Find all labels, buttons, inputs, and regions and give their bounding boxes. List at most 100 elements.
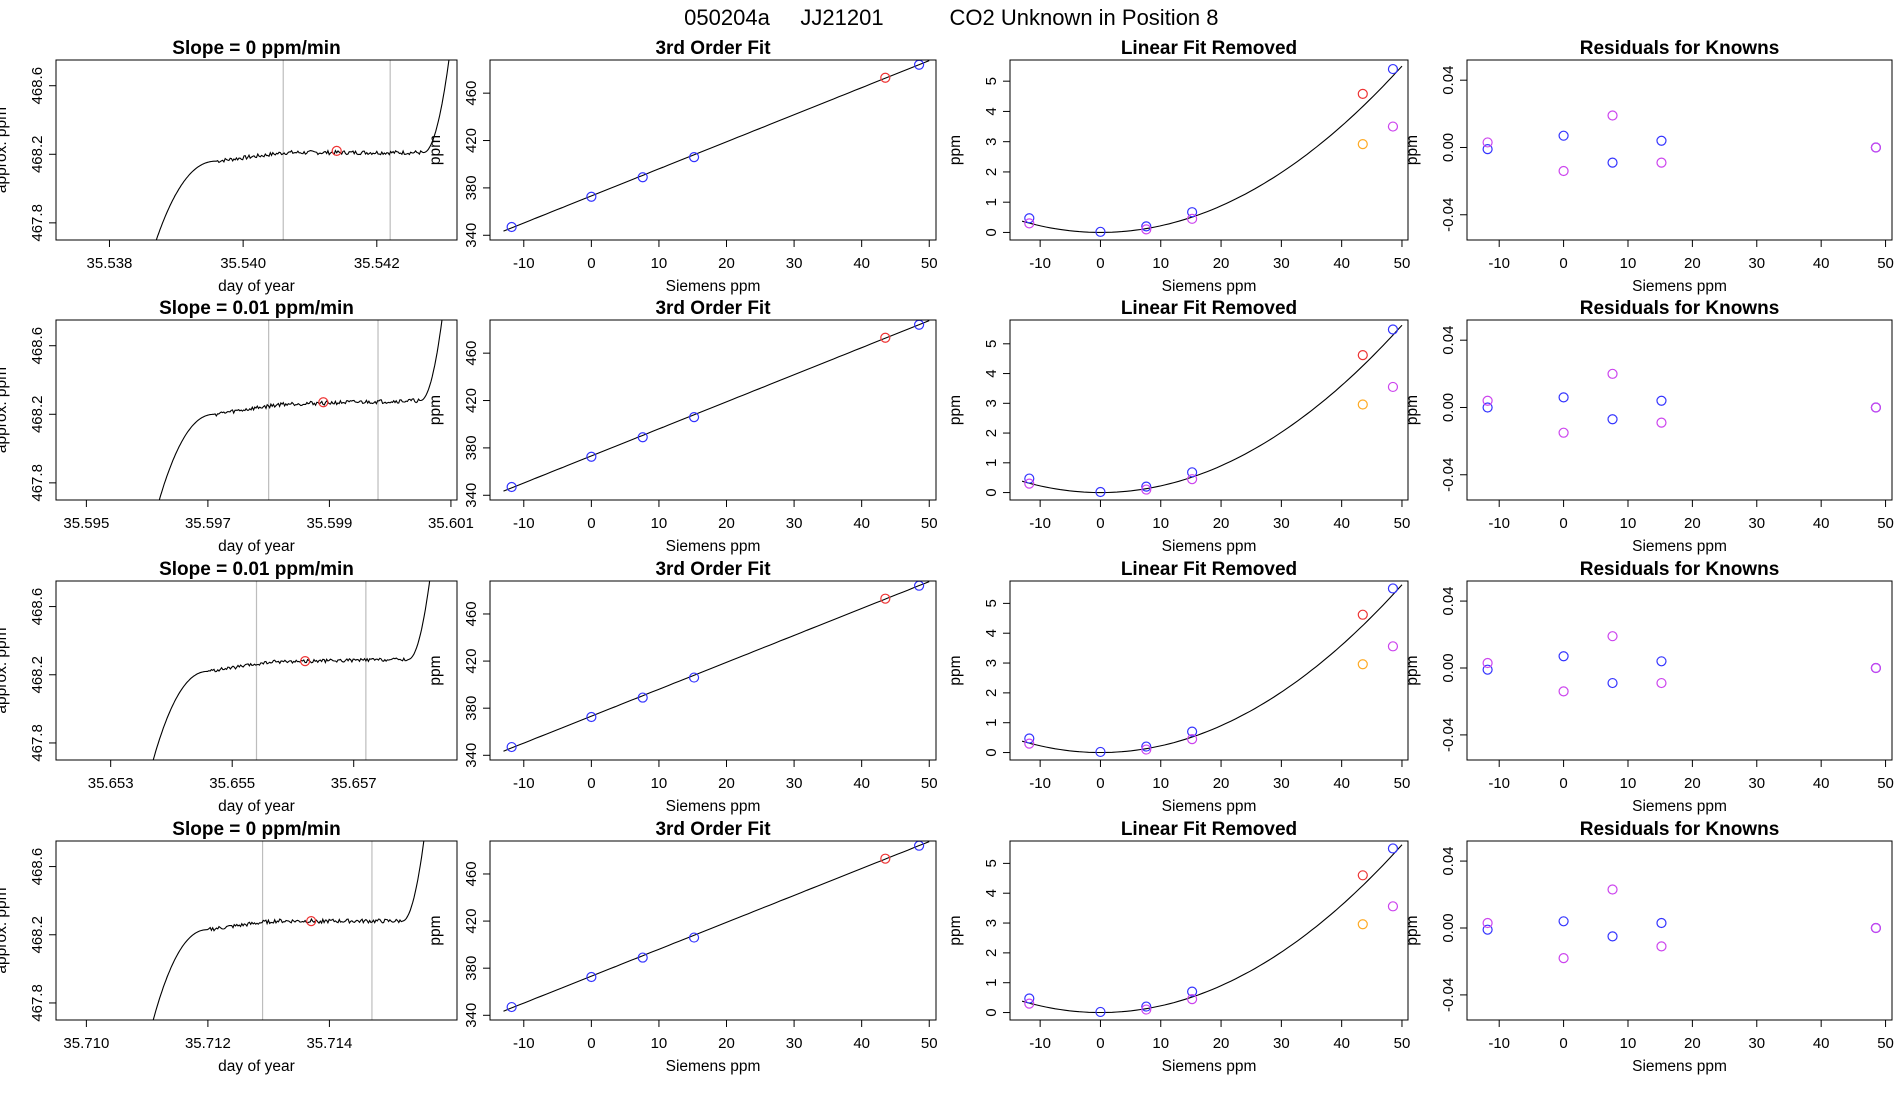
x-axis: -10 0 10 20 30 40 50: [1488, 760, 1894, 792]
plot-frame: [1009, 59, 1409, 241]
data-point: [1656, 417, 1667, 428]
plot-area: [152, 841, 425, 1020]
x-tick-label: 0: [587, 255, 595, 272]
x-axis: -10 0 10 20 30 40 50: [1029, 500, 1410, 532]
data-point: [1141, 1004, 1152, 1015]
data-point: [1141, 1001, 1152, 1012]
y-tick-label: 467.8: [29, 724, 46, 762]
x-tick-label: 20: [1684, 515, 1701, 532]
x-tick-label: 35.597: [185, 515, 231, 532]
y-tick-label: 340: [463, 743, 480, 768]
y-tick-label: -0.04: [1440, 458, 1457, 492]
x-axis-label: Siemens ppm: [666, 538, 761, 555]
x-axis: -10 0 10 20 30 40 50: [513, 240, 938, 272]
plot-frame: [489, 840, 937, 1021]
plot-area: [1021, 324, 1403, 498]
suptitle-id: 050204a: [684, 5, 770, 30]
y-tick-label: 0.04: [1440, 586, 1457, 615]
x-tick-label: 35.538: [87, 255, 133, 272]
x-tick-label: 50: [921, 515, 938, 532]
y-tick-label: 4: [983, 369, 1000, 377]
data-point: [1607, 157, 1618, 168]
data-point: [1558, 686, 1569, 697]
data-point: [1387, 63, 1399, 75]
panel-r2-trace: Slope = 0.01 ppm/min day of year approx. p…: [0, 298, 474, 555]
data-point: [880, 72, 891, 83]
y-tick-label: 468.2: [29, 396, 46, 434]
data-point: [688, 412, 700, 423]
x-tick-label: 35.595: [63, 515, 109, 532]
y-axis-label: approx. ppm: [0, 887, 10, 973]
x-tick-label: 20: [1684, 255, 1701, 272]
y-tick-label: 2: [983, 168, 1000, 176]
y-tick-label: 380: [463, 435, 480, 460]
data-point: [586, 971, 597, 983]
x-tick-label: -10: [1029, 775, 1051, 792]
panel-title: Residuals for Knowns: [1580, 298, 1780, 319]
plot-area: [1482, 884, 1882, 964]
y-tick-label: 4: [983, 107, 1000, 115]
panel-title: Slope = 0 ppm/min: [172, 819, 340, 840]
data-point: [331, 145, 342, 156]
y-axis: 340 380 420 460: [463, 81, 490, 248]
data-point: [586, 711, 597, 723]
x-tick-label: 40: [1333, 255, 1350, 272]
data-point: [637, 692, 648, 703]
x-tick-label: 10: [651, 255, 668, 272]
y-tick-label: 0.00: [1440, 133, 1457, 162]
x-tick-label: 20: [718, 255, 735, 272]
data-point: [1607, 677, 1618, 689]
x-tick-label: 0: [1096, 1035, 1104, 1052]
data-point: [1187, 207, 1198, 218]
data-point: [1357, 919, 1368, 930]
series-line: [158, 320, 443, 500]
data-point: [506, 1001, 517, 1013]
data-point: [586, 191, 597, 202]
data-point: [1141, 744, 1152, 755]
panel-title: 3rd Order Fit: [655, 38, 771, 59]
plot-frame: [1009, 319, 1409, 501]
x-axis: -10 0 10 20 30 40 50: [513, 500, 938, 532]
panel-title: Linear Fit Removed: [1121, 38, 1297, 59]
y-axis: 467.8 468.2 468.6: [29, 848, 56, 1022]
plot-area: [158, 320, 443, 500]
y-tick-label: 4: [983, 889, 1000, 897]
x-tick-label: -10: [513, 775, 535, 792]
x-tick-label: 30: [1273, 515, 1290, 532]
x-tick-label: 50: [1877, 255, 1894, 272]
x-tick-label: 50: [1394, 775, 1411, 792]
y-tick-label: 340: [463, 1003, 480, 1028]
panel-title: 3rd Order Fit: [655, 298, 771, 319]
data-point: [1656, 135, 1667, 146]
panel-r3-residuals: Residuals for Knowns Siemens ppm ppm -10 0 10…: [1404, 559, 1894, 815]
plot-frame: [489, 319, 937, 501]
data-point: [1141, 481, 1152, 492]
panel-r4-fit: 3rd Order Fit Siemens ppm ppm -10 0 10 20 30 40 5…: [427, 819, 938, 1075]
data-point: [1095, 746, 1106, 758]
y-axis: 467.8 468.2 468.6: [29, 588, 56, 762]
y-axis-label: ppm: [947, 655, 964, 685]
panel-title: Slope = 0.01 ppm/min: [159, 298, 354, 319]
x-tick-label: 0: [587, 775, 595, 792]
x-tick-label: 10: [1620, 1035, 1637, 1052]
y-axis-label: approx. ppm: [0, 107, 10, 193]
data-point: [1187, 734, 1198, 745]
y-tick-label: 3: [983, 138, 1000, 146]
x-axis: 35.538 35.540 35.542: [87, 240, 400, 272]
y-tick-label: 0.04: [1440, 846, 1457, 875]
plot-frame: [1009, 840, 1409, 1021]
x-tick-label: 35.714: [306, 1035, 352, 1052]
suptitle-tank: JJ21201: [800, 5, 883, 30]
x-tick-label: 40: [1813, 1035, 1830, 1052]
data-point: [1558, 130, 1569, 141]
data-point: [1607, 414, 1618, 425]
y-tick-label: 460: [463, 861, 480, 886]
fit-curve: [503, 841, 930, 1012]
y-tick-label: -0.04: [1440, 198, 1457, 232]
fit-curve: [1021, 844, 1403, 1014]
data-point: [1357, 350, 1368, 361]
data-point: [1482, 395, 1493, 406]
x-tick-label: 35.710: [63, 1035, 109, 1052]
x-axis-label: Siemens ppm: [666, 798, 761, 815]
x-axis: -10 0 10 20 30 40 50: [1029, 760, 1410, 792]
